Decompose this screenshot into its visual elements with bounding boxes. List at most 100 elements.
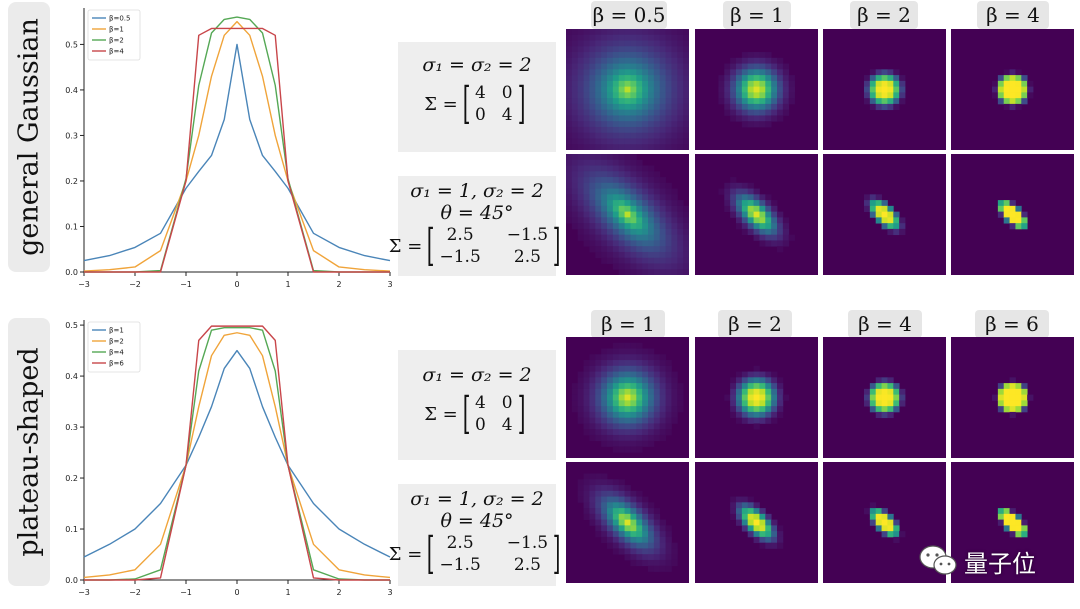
kernel-pixel bbox=[607, 29, 614, 36]
kernel-pixel bbox=[741, 383, 749, 390]
kernel-pixel bbox=[607, 502, 614, 509]
kernel-pixel bbox=[630, 354, 637, 361]
kernel-pixel bbox=[741, 80, 749, 88]
kernel-pixel bbox=[1021, 406, 1028, 413]
kernel-pixel bbox=[648, 165, 655, 172]
kernel-pixel bbox=[747, 63, 754, 70]
kernel-pixel bbox=[612, 519, 620, 526]
sigma-equation: σ₁ = σ₂ = 2 bbox=[422, 54, 532, 76]
kernel-pixel bbox=[869, 508, 877, 515]
kernel-pixel bbox=[765, 103, 772, 111]
kernel-pixel bbox=[653, 257, 661, 264]
kernel-pixel bbox=[747, 194, 754, 201]
kernel-pixel bbox=[624, 423, 631, 430]
kernel-pixel bbox=[677, 103, 684, 111]
kernel-pixel bbox=[607, 223, 614, 230]
kernel-pixel bbox=[636, 394, 643, 401]
beta-tab-top-4: β = 4 bbox=[977, 1, 1049, 29]
kernel-pixel bbox=[636, 525, 643, 532]
kernel-pixel bbox=[659, 121, 666, 128]
kernel-pixel bbox=[992, 92, 999, 99]
kernel-pixel bbox=[653, 240, 661, 247]
kernel-pixel bbox=[607, 440, 614, 447]
kernel-pixel bbox=[612, 86, 620, 93]
kernel-pixel bbox=[1021, 217, 1028, 224]
kernel-pixel bbox=[566, 86, 573, 93]
kernel-pixel bbox=[869, 194, 877, 201]
kernel-pixel bbox=[618, 496, 625, 503]
kernel-pixel bbox=[771, 394, 778, 401]
kernel-pixel bbox=[653, 177, 661, 184]
kernel-pixel bbox=[659, 115, 666, 122]
kernel-pixel bbox=[607, 251, 614, 259]
kernel-pixel bbox=[753, 536, 760, 544]
kernel-pixel bbox=[583, 52, 590, 59]
kernel-pixel bbox=[595, 132, 602, 139]
kernel-pixel bbox=[736, 92, 743, 99]
kernel-pixel bbox=[1021, 98, 1028, 105]
kernel-pixel bbox=[618, 223, 625, 230]
kernel-pixel bbox=[893, 531, 900, 538]
kernel-pixel bbox=[571, 132, 579, 139]
kernel-pixel bbox=[618, 92, 625, 99]
kernel-pixel bbox=[753, 98, 760, 105]
kernel-pixel bbox=[659, 240, 666, 247]
kernel-pixel bbox=[577, 165, 584, 172]
kernel-pixel bbox=[765, 75, 772, 82]
kernel-pixel bbox=[642, 263, 649, 270]
kernel-pixel bbox=[759, 240, 766, 247]
kernel-pixel bbox=[1009, 75, 1016, 82]
kernel-pixel bbox=[624, 115, 631, 122]
kernel-pixel bbox=[777, 240, 784, 247]
kernel-pixel bbox=[777, 80, 784, 88]
kernel-pixel bbox=[577, 144, 584, 150]
kernel-pixel bbox=[782, 75, 790, 82]
kernel-pixel bbox=[771, 57, 778, 64]
kernel-pixel bbox=[683, 75, 689, 82]
kernel-pixel bbox=[607, 177, 614, 184]
kernel-pixel bbox=[642, 513, 649, 521]
kernel-pixel bbox=[612, 263, 620, 270]
kernel-pixel bbox=[665, 536, 672, 544]
kernel-pixel bbox=[595, 40, 602, 47]
kernel-pixel bbox=[741, 205, 749, 213]
kernel-bottom-aniso-2 bbox=[695, 462, 818, 583]
kernel-pixel bbox=[601, 80, 608, 88]
kernel-pixel bbox=[665, 29, 672, 36]
kernel-pixel bbox=[595, 63, 602, 70]
kernel-pixel bbox=[753, 411, 760, 419]
kernel-pixel bbox=[618, 194, 625, 201]
kernel-pixel bbox=[583, 138, 590, 145]
kernel-pixel bbox=[642, 502, 649, 509]
kernel-pixel bbox=[887, 383, 894, 390]
kernel-pixel bbox=[741, 228, 749, 236]
kernel-pixel bbox=[583, 92, 590, 99]
kernel-pixel bbox=[607, 80, 614, 88]
kernel-pixel bbox=[642, 251, 649, 259]
kernel-pixel bbox=[648, 40, 655, 47]
kernel-pixel bbox=[1009, 98, 1016, 105]
kernel-pixel bbox=[671, 115, 678, 122]
kernel-pixel bbox=[589, 171, 596, 178]
kernel-pixel bbox=[607, 531, 614, 538]
equation-box-anisotropic-top: σ₁ = 1, σ₂ = 2 θ = 45° Σ = [ 2.5 −1.5 −1… bbox=[389, 176, 560, 276]
kernel-pixel bbox=[1021, 75, 1028, 82]
kernel-pixel bbox=[595, 423, 602, 430]
kernel-pixel bbox=[736, 86, 743, 93]
kernel-pixel bbox=[589, 154, 596, 161]
kernel-pixel bbox=[677, 228, 684, 236]
kernel-pixel bbox=[753, 200, 760, 207]
kernel-pixel bbox=[624, 377, 631, 384]
kernel-pixel bbox=[665, 205, 672, 213]
kernel-pixel bbox=[893, 228, 900, 236]
kernel-pixel bbox=[577, 46, 584, 53]
kernel-pixel bbox=[653, 429, 661, 436]
kernel-pixel bbox=[683, 205, 689, 213]
kernel-pixel bbox=[653, 46, 661, 53]
kernel-pixel bbox=[630, 519, 637, 526]
kernel-pixel bbox=[618, 132, 625, 139]
kernel-pixel bbox=[659, 542, 666, 549]
kernel-pixel bbox=[736, 394, 743, 401]
kernel-pixel bbox=[683, 109, 689, 116]
kernel-pixel bbox=[782, 103, 790, 111]
